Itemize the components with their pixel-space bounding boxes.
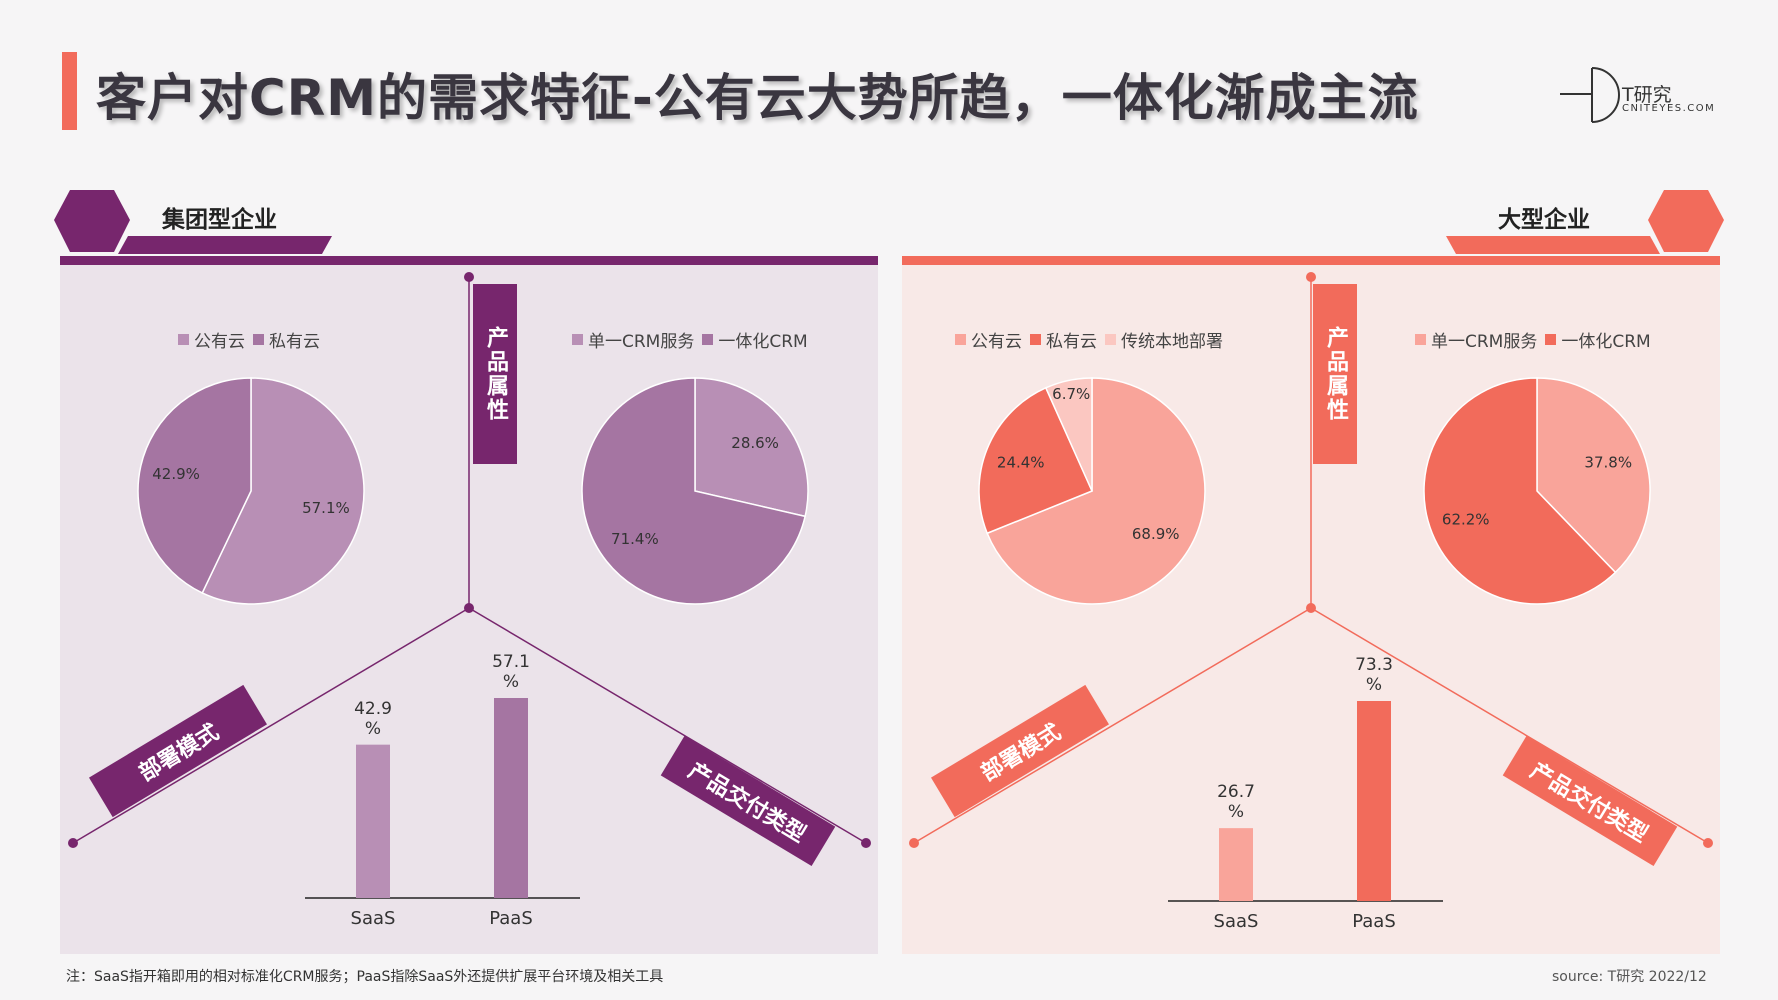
- legend-swatch: [572, 334, 583, 345]
- legend-label: 公有云: [971, 332, 1022, 352]
- source-note: source: T研究 2022/12: [1552, 969, 1707, 985]
- pie-slice: [201, 377, 365, 605]
- pie-data-label: 28.6%: [731, 434, 779, 452]
- legend-label: 单一CRM服务: [588, 332, 695, 352]
- pie-slice: [1536, 377, 1651, 574]
- bar-saas: [1219, 828, 1253, 901]
- legend-label: 私有云: [269, 332, 320, 352]
- bar-category-label: PaaS: [489, 908, 533, 929]
- legend-left-attr: 单一CRM服务 一体化CRM: [572, 327, 816, 352]
- pie-slice: [1423, 377, 1617, 605]
- pie-slice: [986, 377, 1206, 605]
- bar-value-label: 57.1%: [492, 652, 530, 692]
- legend-swatch: [1105, 334, 1116, 345]
- bar-category-label: SaaS: [350, 908, 396, 929]
- segment-title-right: 大型企业: [1498, 207, 1590, 233]
- bar-category-label: PaaS: [1352, 911, 1396, 932]
- bar-paas: [494, 698, 528, 898]
- legend-label: 传统本地部署: [1121, 332, 1223, 352]
- pie-data-label: 24.4%: [997, 453, 1045, 471]
- legend-item: 公有云: [178, 327, 245, 352]
- bar-value-label: 26.7%: [1217, 782, 1255, 823]
- bar-saas: [356, 744, 390, 898]
- legend-left-deploy: 公有云 私有云: [178, 327, 328, 352]
- legend-swatch: [178, 334, 189, 345]
- bar-left-delivery: [305, 698, 580, 899]
- legend-right-deploy: 公有云 私有云 传统本地部署: [955, 327, 1231, 352]
- title-accent-bar: [62, 52, 77, 130]
- bar-category-label: SaaS: [1213, 911, 1259, 932]
- segment-title-left: 集团型企业: [162, 207, 277, 233]
- pie-data-label: 68.9%: [1132, 525, 1180, 543]
- pie-data-label: 6.7%: [1052, 385, 1090, 403]
- legend-label: 私有云: [1046, 332, 1097, 352]
- legend-label: 公有云: [194, 332, 245, 352]
- bar-value-label: 42.9%: [354, 698, 392, 739]
- pie-left-deploy: 57.1% 42.9%: [137, 377, 365, 605]
- legend-right-attr: 单一CRM服务 一体化CRM: [1415, 327, 1659, 352]
- legend-item: 单一CRM服务: [1415, 327, 1537, 352]
- pie-left-attr: 28.6% 71.4%: [581, 377, 809, 605]
- brand-domain: CNITEYES.COM: [1622, 103, 1716, 114]
- brand-name: T研究: [1622, 84, 1672, 106]
- ribbon-left: [118, 236, 332, 254]
- legend-swatch: [702, 334, 714, 345]
- bar-right-delivery: [1168, 701, 1443, 902]
- axis-label-attr-right: 产品属性: [1313, 284, 1357, 464]
- legend-item: 一体化CRM: [1545, 327, 1651, 352]
- connector-lines-right: [909, 272, 1713, 848]
- legend-label: 单一CRM服务: [1431, 332, 1538, 352]
- pie-slice: [1044, 377, 1093, 492]
- legend-item: 一体化CRM: [702, 327, 808, 352]
- legend-swatch: [1030, 334, 1041, 345]
- panel-top-line-left: [60, 256, 878, 265]
- axis-label-attr-left: 产品属性: [473, 284, 517, 464]
- pie-data-label: 62.2%: [1442, 511, 1490, 529]
- pie-data-label: 71.4%: [611, 530, 659, 548]
- page-title: 客户对CRM的需求特征-公有云大势所趋，一体化渐成主流: [96, 69, 1419, 127]
- hexagon-badge-left: [54, 190, 130, 252]
- connector-lines-left: [68, 272, 871, 848]
- footnote: 注：SaaS指开箱即用的相对标准化CRM服务；PaaS指除SaaS外还提供扩展平…: [66, 969, 664, 985]
- pie-slice: [137, 377, 252, 594]
- legend-item: 单一CRM服务: [572, 327, 694, 352]
- legend-swatch: [955, 334, 966, 345]
- legend-swatch: [253, 334, 264, 345]
- legend-label: 一体化CRM: [718, 332, 808, 352]
- panel-top-line-right: [902, 256, 1720, 265]
- brand-logo-icon: [1560, 67, 1620, 123]
- legend-item: 私有云: [253, 327, 320, 352]
- pie-right-deploy: 68.9% 24.4% 6.7%: [978, 377, 1206, 605]
- legend-label: 一体化CRM: [1561, 332, 1651, 352]
- pie-slice: [978, 386, 1094, 535]
- pie-data-label: 57.1%: [302, 499, 350, 517]
- pie-slice: [581, 377, 807, 605]
- pie-slice: [694, 377, 809, 518]
- legend-item: 私有云: [1030, 327, 1097, 352]
- pie-right-attr: 37.8% 62.2%: [1423, 377, 1651, 605]
- pie-data-label: 42.9%: [152, 465, 200, 483]
- bar-value-label: 73.3%: [1355, 655, 1393, 695]
- ribbon-right: [1446, 236, 1660, 254]
- hexagon-badge-right: [1648, 190, 1724, 252]
- pie-data-label: 37.8%: [1584, 453, 1632, 471]
- bar-paas: [1357, 701, 1391, 901]
- legend-swatch: [1545, 334, 1557, 345]
- legend-item: 公有云: [955, 327, 1022, 352]
- legend-swatch: [1415, 334, 1426, 345]
- legend-item: 传统本地部署: [1105, 327, 1223, 352]
